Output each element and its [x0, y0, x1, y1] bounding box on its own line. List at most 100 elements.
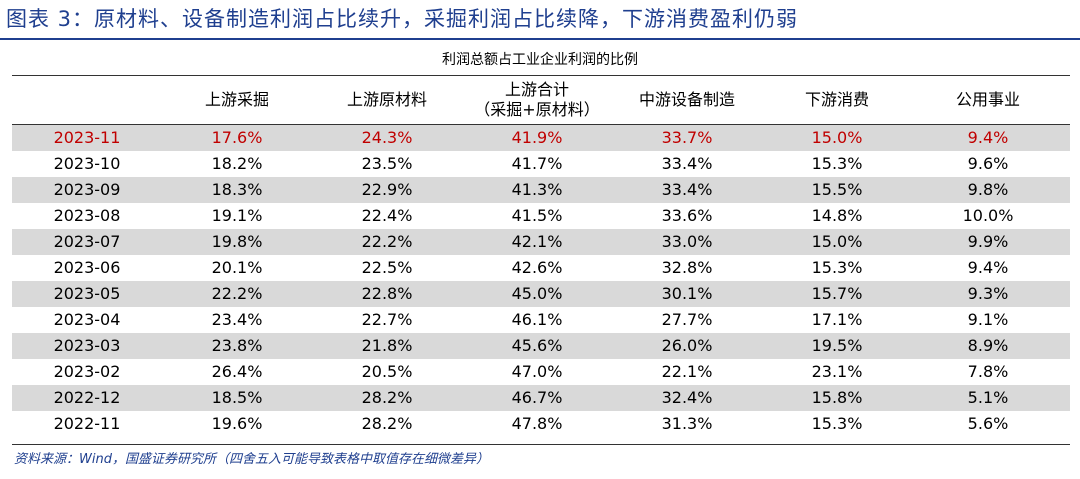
table-row: 2023-02 26.4% 20.5% 47.0% 22.1% 23.1% 7.…: [12, 359, 1070, 385]
cell-midstream-equipment: 33.0%: [661, 232, 713, 251]
cell-upstream-total: 42.1%: [511, 232, 563, 251]
header-upstream-total-line2: （采掘+原材料）: [474, 100, 600, 119]
cell-utilities: 9.9%: [967, 232, 1009, 251]
cell-midstream-equipment: 30.1%: [661, 284, 713, 303]
header-upstream-materials-line1: 上游原材料: [346, 90, 427, 109]
cell-date: 2023-05: [53, 284, 121, 303]
cell-downstream-consumer: 23.1%: [811, 362, 863, 381]
cell-utilities: 5.6%: [967, 414, 1009, 433]
cell-midstream-equipment: 32.8%: [661, 258, 713, 277]
cell-upstream-materials: 22.4%: [361, 206, 413, 225]
figure-title: 图表 3：原材料、设备制造利润占比续升，采掘利润占比续降，下游消费盈利仍弱: [6, 7, 799, 31]
cell-upstream-mining: 18.3%: [211, 180, 263, 199]
cell-midstream-equipment: 32.4%: [661, 388, 713, 407]
cell-upstream-total: 46.1%: [511, 310, 563, 329]
cell-downstream-consumer: 14.8%: [811, 206, 863, 225]
source-note: 资料来源：Wind，国盛证券研究所（四舍五入可能导致表格中取值存在细微差异）: [14, 452, 489, 467]
table-row: 2022-11 19.6% 28.2% 47.8% 31.3% 15.3% 5.…: [12, 411, 1070, 437]
cell-upstream-materials: 20.5%: [361, 362, 413, 381]
cell-upstream-total: 41.9%: [511, 128, 563, 147]
cell-utilities: 9.8%: [967, 180, 1009, 199]
header-upstream-total: 上游合计 （采掘+原材料）: [462, 76, 612, 124]
cell-downstream-consumer: 15.0%: [811, 128, 863, 147]
cell-downstream-consumer: 15.0%: [811, 232, 863, 251]
cell-downstream-consumer: 15.3%: [811, 414, 863, 433]
cell-downstream-consumer: 15.3%: [811, 154, 863, 173]
cell-upstream-materials: 22.8%: [361, 284, 413, 303]
header-midstream-equipment: 中游设备制造: [612, 76, 762, 124]
header-upstream-mining-line1: 上游采掘: [204, 90, 269, 109]
cell-utilities: 10.0%: [962, 206, 1014, 225]
header-upstream-mining: 上游采掘: [162, 76, 312, 124]
cell-upstream-total: 42.6%: [511, 258, 563, 277]
cell-upstream-materials: 22.2%: [361, 232, 413, 251]
header-date: [12, 76, 162, 124]
cell-midstream-equipment: 33.6%: [661, 206, 713, 225]
cell-midstream-equipment: 27.7%: [661, 310, 713, 329]
cell-utilities: 9.6%: [967, 154, 1009, 173]
header-upstream-materials: 上游原材料: [312, 76, 462, 124]
header-utilities: 公用事业: [912, 76, 1064, 124]
cell-upstream-materials: 22.5%: [361, 258, 413, 277]
table-row: 2023-10 18.2% 23.5% 41.7% 33.4% 15.3% 9.…: [12, 151, 1070, 177]
cell-date: 2023-10: [53, 154, 121, 173]
cell-upstream-mining: 17.6%: [211, 128, 263, 147]
title-rule: [0, 38, 1080, 40]
table-row: 2023-06 20.1% 22.5% 42.6% 32.8% 15.3% 9.…: [12, 255, 1070, 281]
cell-upstream-materials: 22.7%: [361, 310, 413, 329]
header-downstream-consumer: 下游消费: [762, 76, 912, 124]
header-rule: [12, 124, 1070, 125]
table-row: 2023-09 18.3% 22.9% 41.3% 33.4% 15.5% 9.…: [12, 177, 1070, 203]
cell-upstream-total: 45.6%: [511, 336, 563, 355]
cell-upstream-mining: 19.6%: [211, 414, 263, 433]
cell-upstream-materials: 23.5%: [361, 154, 413, 173]
cell-upstream-total: 47.8%: [511, 414, 563, 433]
cell-upstream-materials: 22.9%: [361, 180, 413, 199]
table-body: 2023-11 17.6% 24.3% 41.9% 33.7% 15.0% 9.…: [12, 125, 1070, 437]
header-downstream-consumer-line1: 下游消费: [804, 90, 869, 109]
bottom-rule: [12, 444, 1070, 445]
cell-downstream-consumer: 15.3%: [811, 258, 863, 277]
cell-upstream-materials: 24.3%: [361, 128, 413, 147]
table-row: 2023-03 23.8% 21.8% 45.6% 26.0% 19.5% 8.…: [12, 333, 1070, 359]
cell-date: 2023-03: [53, 336, 121, 355]
header-midstream-equipment-line1: 中游设备制造: [638, 90, 735, 109]
cell-utilities: 8.9%: [967, 336, 1009, 355]
cell-midstream-equipment: 26.0%: [661, 336, 713, 355]
cell-downstream-consumer: 17.1%: [811, 310, 863, 329]
cell-upstream-total: 46.7%: [511, 388, 563, 407]
table-row: 2023-08 19.1% 22.4% 41.5% 33.6% 14.8% 10…: [12, 203, 1070, 229]
cell-upstream-total: 45.0%: [511, 284, 563, 303]
cell-utilities: 7.8%: [967, 362, 1009, 381]
cell-upstream-mining: 19.1%: [211, 206, 263, 225]
cell-utilities: 9.1%: [967, 310, 1009, 329]
cell-utilities: 9.4%: [967, 258, 1009, 277]
cell-upstream-total: 41.5%: [511, 206, 563, 225]
cell-upstream-total: 47.0%: [511, 362, 563, 381]
cell-midstream-equipment: 22.1%: [661, 362, 713, 381]
header-utilities-line1: 公用事业: [955, 90, 1020, 109]
cell-upstream-mining: 23.4%: [211, 310, 263, 329]
cell-upstream-mining: 22.2%: [211, 284, 263, 303]
table-row: 2023-11 17.6% 24.3% 41.9% 33.7% 15.0% 9.…: [12, 125, 1070, 151]
cell-date: 2023-02: [53, 362, 121, 381]
cell-date: 2022-12: [53, 388, 121, 407]
cell-downstream-consumer: 15.7%: [811, 284, 863, 303]
table-row: 2023-04 23.4% 22.7% 46.1% 27.7% 17.1% 9.…: [12, 307, 1070, 333]
caption-rule: [12, 75, 1070, 76]
cell-midstream-equipment: 31.3%: [661, 414, 713, 433]
cell-upstream-mining: 19.8%: [211, 232, 263, 251]
cell-upstream-mining: 20.1%: [211, 258, 263, 277]
cell-downstream-consumer: 15.5%: [811, 180, 863, 199]
cell-utilities: 9.3%: [967, 284, 1009, 303]
cell-upstream-mining: 26.4%: [211, 362, 263, 381]
table-header-row: 上游采掘 上游原材料 上游合计 （采掘+原材料） 中游设备制造 下游消费 公用事…: [12, 76, 1070, 124]
table-row: 2022-12 18.5% 28.2% 46.7% 32.4% 15.8% 5.…: [12, 385, 1070, 411]
header-upstream-total-line1: 上游合计: [504, 80, 569, 99]
table-row: 2023-07 19.8% 22.2% 42.1% 33.0% 15.0% 9.…: [12, 229, 1070, 255]
table-row: 2023-05 22.2% 22.8% 45.0% 30.1% 15.7% 9.…: [12, 281, 1070, 307]
cell-upstream-mining: 18.2%: [211, 154, 263, 173]
cell-downstream-consumer: 19.5%: [811, 336, 863, 355]
table-caption: 利润总额占工业企业利润的比例: [442, 52, 638, 68]
cell-downstream-consumer: 15.8%: [811, 388, 863, 407]
